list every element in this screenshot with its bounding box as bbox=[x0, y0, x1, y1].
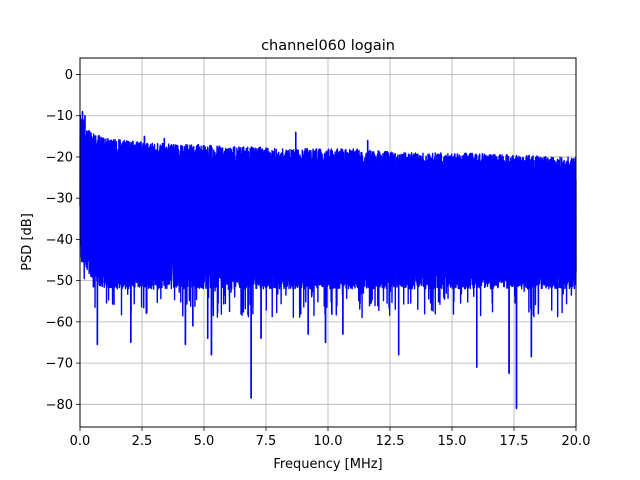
x-tick-label: 20.0 bbox=[562, 434, 591, 449]
x-tick-label: 0.0 bbox=[70, 434, 91, 449]
x-axis-label: Frequency [MHz] bbox=[273, 457, 382, 472]
y-axis-label: PSD [dB] bbox=[20, 213, 35, 271]
psd-series-line bbox=[79, 110, 577, 410]
x-tick-label: 5.0 bbox=[194, 434, 215, 449]
y-tick-label: −50 bbox=[46, 274, 73, 289]
x-tick-label: 10.0 bbox=[314, 434, 343, 449]
y-tick-label: 0 bbox=[65, 68, 73, 83]
chart-title: channel060 logain bbox=[261, 38, 395, 54]
y-tick-label: −20 bbox=[46, 150, 73, 165]
y-tick-label: −70 bbox=[46, 357, 73, 372]
y-tick-label: −60 bbox=[46, 315, 73, 330]
axis-ticks: 0.0 2.5 5.0 7.5 10.0 12.5 15.0 17.5 20.0 0 −10 −20 −… bbox=[46, 68, 591, 449]
y-tick-label: −80 bbox=[46, 398, 73, 413]
y-tick-label: −10 bbox=[46, 109, 73, 124]
y-tick-label: −40 bbox=[46, 233, 73, 248]
x-tick-label: 15.0 bbox=[438, 434, 467, 449]
x-tick-label: 2.5 bbox=[132, 434, 153, 449]
y-tick-label: −30 bbox=[46, 192, 73, 207]
x-tick-label: 17.5 bbox=[500, 434, 529, 449]
series-layer bbox=[79, 110, 577, 410]
x-tick-label: 12.5 bbox=[376, 434, 405, 449]
x-tick-label: 7.5 bbox=[256, 434, 277, 449]
